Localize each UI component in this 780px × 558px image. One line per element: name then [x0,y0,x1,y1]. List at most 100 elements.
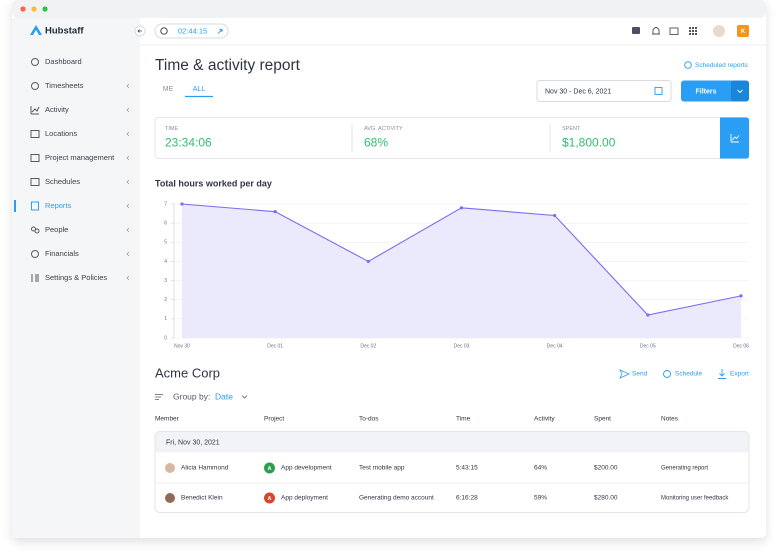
time: 6:16:28 [456,495,478,502]
notifications-icon[interactable] [652,27,660,35]
spent: $200.00 [594,465,618,472]
help-icon[interactable] [632,27,640,34]
column-header: Member [155,416,180,423]
notes: Monitoring user feedback [661,496,729,502]
scheduled-reports-link[interactable]: Scheduled reports [684,61,749,70]
project: App deployment [281,495,328,502]
x-tick-label: Dec 02 [360,343,376,349]
chart-toggle-icon [730,134,740,143]
nav-item[interactable]: Project management [30,153,130,162]
todo: Test mobile app [359,465,405,472]
time: 5:43:15 [456,465,478,472]
group-label: Fri, Nov 30, 2021 [166,439,220,446]
stat-value: 68% [364,136,388,150]
member-avatar [165,463,175,473]
link-text: Scheduled reports [695,62,749,69]
group-by-value: Date [215,391,233,401]
minimize-dot[interactable] [31,6,37,12]
report-title: Acme Corp [155,365,220,380]
y-tick-label: 1 [164,316,167,322]
apps-icon[interactable] [689,27,697,35]
member: Alicia Hammond [181,465,229,472]
date-picker[interactable]: Nov 30 - Dec 6, 2021 [536,80,672,102]
table: Member Project To-dos Time Activity Spen… [154,416,750,513]
schedule-action[interactable]: Schedule [663,370,703,378]
y-tick-label: 2 [164,297,167,303]
activity: 59% [534,495,547,502]
table-row[interactable]: Benedict Klein A App deployment Generati… [165,492,729,504]
x-tick-label: Dec 06 [733,343,749,349]
date-range: Nov 30 - Dec 6, 2021 [545,88,611,95]
filters-label: Filters [695,88,716,95]
x-tick-label: Dec 04 [547,343,563,349]
nav-label: Financials [45,249,79,258]
timer-value: 02:44:15 [178,26,207,35]
sidebar [12,18,140,538]
stats-card [154,117,750,159]
nav-item[interactable]: Schedules [30,177,130,186]
tab[interactable]: ME [163,86,174,93]
nav-label: Locations [45,129,77,138]
nav-label: Project management [45,153,115,162]
column-header: Notes [661,416,679,423]
tab[interactable]: ALL [193,86,206,93]
y-tick-label: 7 [164,201,167,207]
back-button[interactable] [134,25,146,37]
nav-item[interactable]: People [31,225,130,234]
column-header: Time [456,416,471,423]
logo[interactable]: Hubstaff [30,25,84,37]
notes: Generating report [661,466,708,472]
group-row [155,432,749,453]
title-bar [12,0,766,18]
nav-label: People [45,225,68,234]
x-tick-label: Dec 03 [454,343,470,349]
y-tick-label: 6 [164,220,167,226]
point [553,213,557,218]
chart: 0 1 2 3 4 5 6 7 Nov 30 Dec 01 Dec 02 Dec 03 Dec 04 De… [164,201,749,349]
maximize-dot[interactable] [42,6,48,12]
export-action[interactable]: Export [718,369,749,379]
timer[interactable]: 02:44:15 [154,23,229,39]
gift-icon[interactable] [669,27,679,35]
nav-label: Dashboard [45,57,82,66]
filters-button[interactable]: Filters [681,80,749,102]
nav-item[interactable]: Reports [31,201,130,211]
column-header: Project [264,416,284,423]
y-tick-label: 3 [164,278,167,284]
y-tick-label: 0 [164,335,167,341]
project-badge [264,462,275,474]
action-label: Send [632,371,648,378]
table-row[interactable]: Alicia Hammond A App development Test mo… [165,462,708,474]
send-action[interactable]: Send [619,369,648,379]
nav: Dashboard Timesheets Activity Locations … [14,57,130,282]
action-label: Export [730,371,749,378]
point [739,294,743,298]
close-dot[interactable] [20,6,26,12]
nav-item[interactable]: Timesheets [31,81,130,90]
nav-item[interactable]: Dashboard [31,57,82,66]
x-tick-label: Nov 30 [174,343,190,349]
nav-item[interactable]: Settings & Policies [31,273,130,282]
user-avatar[interactable] [713,25,725,37]
stat-label: TIME [165,126,178,132]
nav-label: Settings & Policies [45,273,107,282]
nav-label: Timesheets [45,81,84,90]
nav-item[interactable]: Financials [31,249,130,258]
todo: Generating demo account [359,495,434,502]
nav-label: Activity [45,105,69,114]
member-avatar [165,493,175,503]
project-initial: A [268,496,272,502]
nav-label: Reports [45,201,72,210]
project-badge [264,492,275,504]
nav-item[interactable]: Activity [30,105,130,115]
x-tick-label: Dec 01 [267,343,283,349]
spent: $280.00 [594,495,618,502]
y-tick-label: 4 [164,259,167,265]
group-by[interactable]: Group by: Date [155,391,248,401]
nav-item[interactable]: Locations [30,129,130,138]
org-badge[interactable]: K [737,25,749,37]
brand: Hubstaff [45,26,84,37]
page-title: Time & activity report [155,57,301,74]
